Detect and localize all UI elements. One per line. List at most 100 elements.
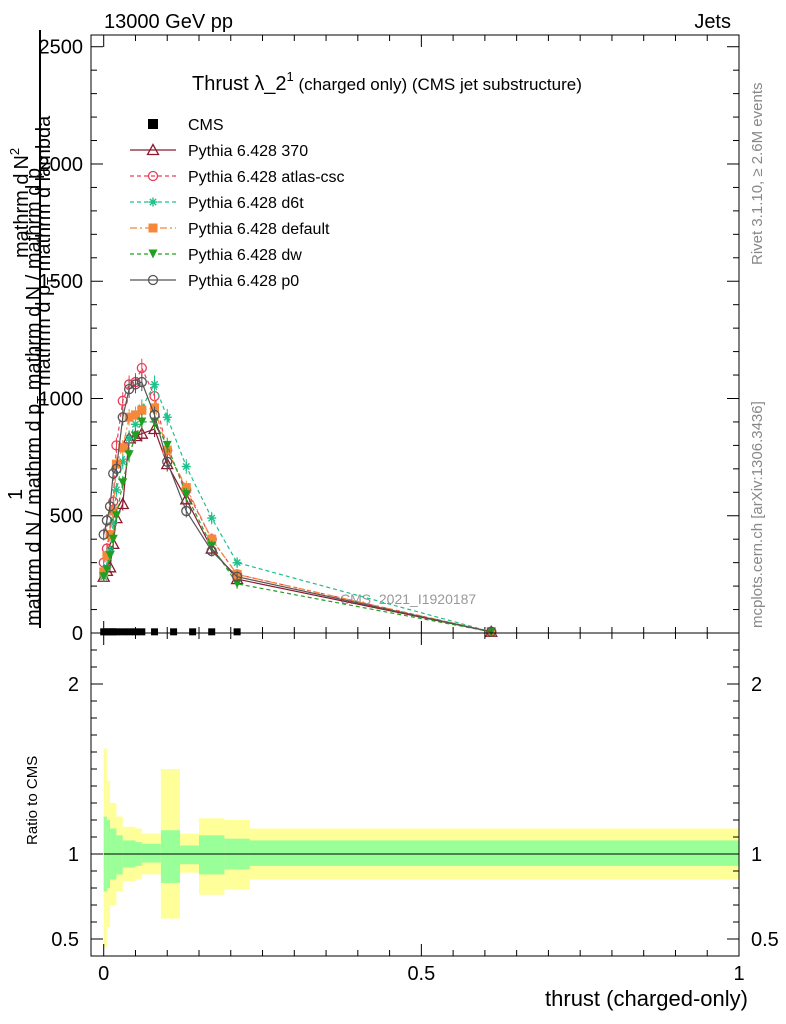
data-point-d6t <box>130 419 140 429</box>
legend-item-atlas: Pythia 6.428 atlas-csc <box>130 169 345 186</box>
data-point-d6t <box>118 457 128 467</box>
legend-item-default: Pythia 6.428 default <box>130 221 330 238</box>
data-point-p370 <box>179 492 193 505</box>
data-point-default <box>118 443 128 453</box>
data-point-d6t <box>181 461 191 471</box>
data-point-dw <box>111 511 121 521</box>
data-point-p0 <box>104 501 116 512</box>
data-point-default <box>181 483 191 493</box>
legend-item-p0: Pythia 6.428 p0 <box>130 273 299 290</box>
data-point-p0 <box>231 571 243 582</box>
ratio-band-inner <box>116 835 123 875</box>
data-point-dw <box>102 565 112 575</box>
legend-marker-cms <box>148 119 158 129</box>
legend-marker-d6t <box>148 197 158 207</box>
series-line-default <box>103 407 492 633</box>
data-point-default <box>108 506 118 516</box>
y-tick-label: 0 <box>72 623 83 645</box>
data-point-atlas <box>136 362 147 374</box>
ratio-panel: 0 0.5 1 0.5 0.5 1 1 2 2 <box>51 632 779 985</box>
y-tick-label: 1500 <box>39 271 84 293</box>
data-point-atlas <box>117 395 128 406</box>
x-tick-label: 0 <box>98 963 109 985</box>
legend-marker-dw <box>148 249 158 259</box>
ylabel-full: mathrm d N / mathrm d pT mathrm d N / ma… <box>23 168 49 626</box>
watermark: CMS_2021_I1920187 <box>340 591 476 607</box>
data-point-default <box>130 410 140 420</box>
data-point-d6t <box>150 379 160 389</box>
x-tick-label: 0.5 <box>407 963 435 985</box>
legend-label-dw: Pythia 6.428 dw <box>188 247 302 264</box>
legend-label-d6t: Pythia 6.428 d6t <box>188 195 304 212</box>
data-point-cms <box>170 628 178 636</box>
data-point-dw <box>181 490 191 500</box>
data-point-p0 <box>101 515 113 526</box>
legend-marker-atlas <box>147 170 159 182</box>
series-line-dw <box>103 421 492 633</box>
data-point-cms <box>233 628 241 636</box>
ylabel-one: 1 <box>5 489 27 500</box>
series-p0 <box>98 373 497 637</box>
data-point-default <box>102 551 112 561</box>
data-point-dw <box>162 440 172 450</box>
data-point-p0 <box>117 412 128 423</box>
rivet-label: Rivet 3.1.10, ≥ 2.6M events <box>749 83 766 266</box>
legend-marker-default <box>148 223 158 233</box>
data-point-d6t <box>162 412 172 422</box>
legend-marker-p370 <box>146 143 160 156</box>
data-point-dw <box>137 417 147 427</box>
legend-item-cms: CMS <box>148 117 224 134</box>
plot-title: Thrust λ_21 (charged only) (CMS jet subs… <box>192 69 582 95</box>
data-point-p0 <box>486 626 497 637</box>
data-point-p0 <box>130 379 141 390</box>
data-point-default <box>207 534 217 544</box>
data-point-dw <box>105 551 115 561</box>
data-point-cms <box>125 628 133 636</box>
ratio-y-tick-label: 2 <box>68 674 79 696</box>
data-point-p0 <box>149 409 160 421</box>
data-point-dw <box>232 579 242 589</box>
legend-item-d6t: Pythia 6.428 d6t <box>130 195 304 212</box>
data-point-p370 <box>147 422 162 435</box>
ylabel-denominator: mathrm d pT mathrm d lambda <box>33 115 59 386</box>
legend-item-p370: Pythia 6.428 370 <box>130 143 308 160</box>
legend: CMS Pythia 6.428 370 Pythia 6.428 atlas-cs… <box>130 117 345 290</box>
data-point-p0 <box>206 545 217 557</box>
data-point-default <box>105 530 115 540</box>
ratio-band-inner <box>199 835 225 875</box>
x-tick-label: 1 <box>733 963 744 985</box>
y-tick-label: 1000 <box>39 388 84 410</box>
data-point-cms <box>119 628 127 636</box>
ylabel-numerator: mathrm dN2 <box>7 148 33 258</box>
legend-label-cms: CMS <box>188 117 224 134</box>
x-axis-label: thrust (charged-only) <box>545 986 748 1011</box>
data-point-cms <box>151 628 159 636</box>
data-point-d6t <box>111 485 121 495</box>
data-point-d6t <box>232 558 242 568</box>
ratio-band-inner <box>179 845 199 865</box>
data-point-dw <box>118 478 128 488</box>
data-point-p0 <box>181 505 192 517</box>
y-tick-label: 2500 <box>39 37 84 59</box>
top-y-axis-label: mathrm dN2 mathrm d pT mathrm d lambda 1… <box>5 30 59 628</box>
ratio-band-inner <box>249 840 739 866</box>
data-point-p0 <box>98 529 109 540</box>
data-point-dw <box>130 431 140 441</box>
data-point-default <box>137 405 147 415</box>
data-point-cms <box>131 628 139 636</box>
y-tick-label: 2000 <box>39 154 84 176</box>
ratio-frame <box>90 632 740 957</box>
data-point-default <box>124 412 134 422</box>
series-cms <box>100 628 241 636</box>
ratio-band-inner <box>160 830 180 883</box>
legend-label-default: Pythia 6.428 default <box>188 221 330 238</box>
data-point-dw <box>124 450 134 460</box>
data-point-p0 <box>162 456 173 467</box>
data-point-d6t <box>124 433 134 443</box>
ratio-y-axis-label: Ratio to CMS <box>24 756 41 845</box>
ratio-y-tick-label: 1 <box>68 844 79 866</box>
legend-label-atlas: Pythia 6.428 atlas-csc <box>188 169 345 186</box>
data-point-p0 <box>111 463 122 474</box>
ratio-y-tick-label-right: 1 <box>751 844 762 866</box>
